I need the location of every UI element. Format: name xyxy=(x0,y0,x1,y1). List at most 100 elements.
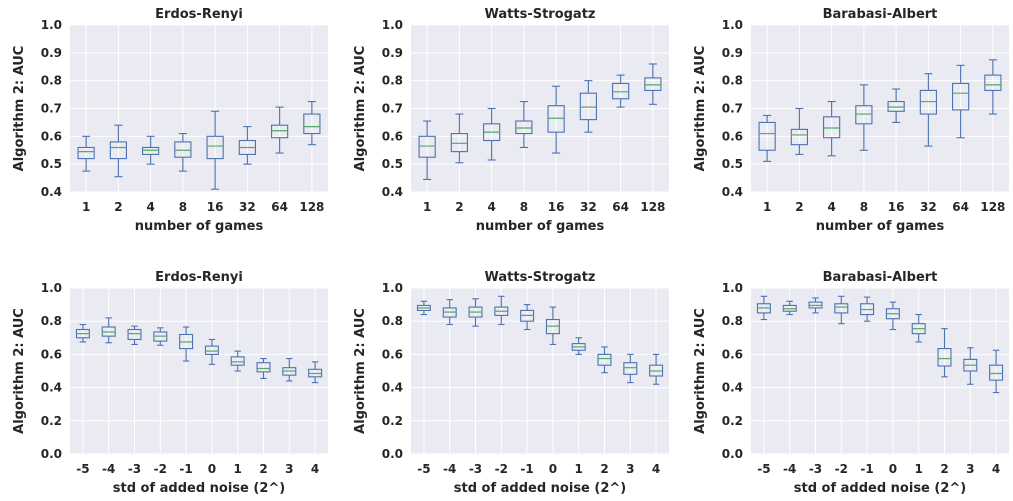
y-tick-label: 0.6 xyxy=(382,347,403,361)
box xyxy=(952,64,970,139)
y-tick-label: 0.6 xyxy=(41,347,62,361)
subplot-title: Barabasi-Albert xyxy=(823,270,938,285)
box xyxy=(860,296,875,322)
x-tick-label: 64 xyxy=(612,200,629,214)
box xyxy=(468,298,483,327)
x-tick-label: -1 xyxy=(520,462,533,476)
y-tick-label: 0.0 xyxy=(722,447,743,461)
x-tick-label: 1 xyxy=(82,200,90,214)
box-body xyxy=(834,303,849,314)
x-tick-label: 4 xyxy=(827,200,835,214)
box-body xyxy=(790,128,808,146)
y-tick-label: 0.8 xyxy=(41,74,62,88)
box-body xyxy=(937,348,952,367)
x-tick-label: 64 xyxy=(952,200,969,214)
x-tick-label: 0 xyxy=(549,462,557,476)
box-body xyxy=(303,113,321,135)
box xyxy=(612,74,630,108)
x-tick-label: -1 xyxy=(860,462,873,476)
y-tick-label: 0.8 xyxy=(722,314,743,328)
box-body xyxy=(174,141,192,158)
box xyxy=(855,84,873,151)
box-body xyxy=(230,356,245,366)
box-body xyxy=(855,105,873,125)
subplot-title: Watts-Strogatz xyxy=(485,270,596,285)
box xyxy=(142,135,160,165)
box xyxy=(282,357,297,382)
x-tick-label: -2 xyxy=(154,462,167,476)
y-tick-label: 0.6 xyxy=(722,129,743,143)
x-tick-label: -3 xyxy=(128,462,141,476)
box xyxy=(579,80,597,133)
y-tick-label: 0.6 xyxy=(382,129,403,143)
box-body xyxy=(984,74,1002,91)
box xyxy=(520,304,535,331)
subplot-1-2: 0.4 0.5 0.6 0.7 0.8 0.9 1.0 1 2 4 8 16 32 64 128 Watts-… xyxy=(353,7,669,234)
box-body xyxy=(515,120,533,135)
subplot-1-3: 0.4 0.5 0.6 0.7 0.8 0.9 1.0 1 2 4 8 16 32 64 128 Baraba… xyxy=(693,7,1009,234)
box-body xyxy=(256,362,271,373)
y-tick-label: 0.8 xyxy=(382,314,403,328)
box xyxy=(823,100,841,157)
y-axis-label: Algorithm 2: AUC xyxy=(693,46,708,172)
x-tick-label: 2 xyxy=(940,462,948,476)
x-tick-label: 1 xyxy=(423,200,431,214)
box xyxy=(230,350,245,372)
x-tick-label: 128 xyxy=(640,200,665,214)
box xyxy=(153,327,168,346)
y-tick-label: 0.6 xyxy=(41,129,62,143)
x-tick-label: 1 xyxy=(763,200,771,214)
y-tick-label: 0.2 xyxy=(722,414,743,428)
x-tick-label: 3 xyxy=(285,462,293,476)
box-body xyxy=(644,77,662,91)
box xyxy=(649,353,664,385)
x-axis-label: std of added noise (2^) xyxy=(454,481,626,496)
box xyxy=(127,325,142,345)
x-tick-label: -4 xyxy=(783,462,796,476)
subplot-title: Erdos-Renyi xyxy=(155,270,243,285)
box-body xyxy=(952,82,970,111)
box xyxy=(174,133,192,172)
subplot-title: Erdos-Renyi xyxy=(155,7,243,22)
x-tick-label: 0 xyxy=(889,462,897,476)
x-tick-label: 3 xyxy=(626,462,634,476)
box xyxy=(571,337,586,355)
box xyxy=(416,300,431,316)
x-tick-label: 4 xyxy=(652,462,660,476)
x-tick-label: 128 xyxy=(980,200,1005,214)
box xyxy=(834,295,849,325)
x-tick-label: -5 xyxy=(76,462,89,476)
box xyxy=(547,85,565,154)
box xyxy=(758,114,776,162)
box xyxy=(101,317,116,344)
box xyxy=(790,107,808,155)
y-tick-label: 0.2 xyxy=(41,414,62,428)
x-tick-label: 3 xyxy=(966,462,974,476)
subplot-title: Barabasi-Albert xyxy=(823,7,938,22)
box-body xyxy=(142,146,160,155)
box-body xyxy=(887,100,905,112)
box-body xyxy=(204,345,219,355)
box xyxy=(984,59,1002,115)
y-tick-label: 0.6 xyxy=(722,347,743,361)
box-body xyxy=(206,135,224,160)
y-tick-label: 0.4 xyxy=(722,185,743,199)
box xyxy=(494,295,509,326)
x-tick-label: 32 xyxy=(239,200,256,214)
x-tick-label: 8 xyxy=(860,200,868,214)
y-axis-label: Algorithm 2: AUC xyxy=(693,308,708,434)
box xyxy=(109,124,127,178)
box xyxy=(179,326,194,362)
y-axis-label: Algorithm 2: AUC xyxy=(353,308,368,434)
box xyxy=(308,361,323,384)
box xyxy=(808,297,823,314)
subplot-2-1: 0.0 0.2 0.4 0.6 0.8 1.0 -5 -4 -3 -2 -1 0 1 2 3 4 Erdos-R… xyxy=(12,270,328,496)
box-body xyxy=(450,133,468,153)
y-tick-label: 0.8 xyxy=(382,74,403,88)
x-axis-label: number of games xyxy=(135,219,264,234)
x-tick-label: 2 xyxy=(795,200,803,214)
x-tick-label: 4 xyxy=(487,200,495,214)
y-tick-label: 1.0 xyxy=(722,281,743,295)
x-tick-label: 4 xyxy=(146,200,154,214)
box xyxy=(644,63,662,105)
